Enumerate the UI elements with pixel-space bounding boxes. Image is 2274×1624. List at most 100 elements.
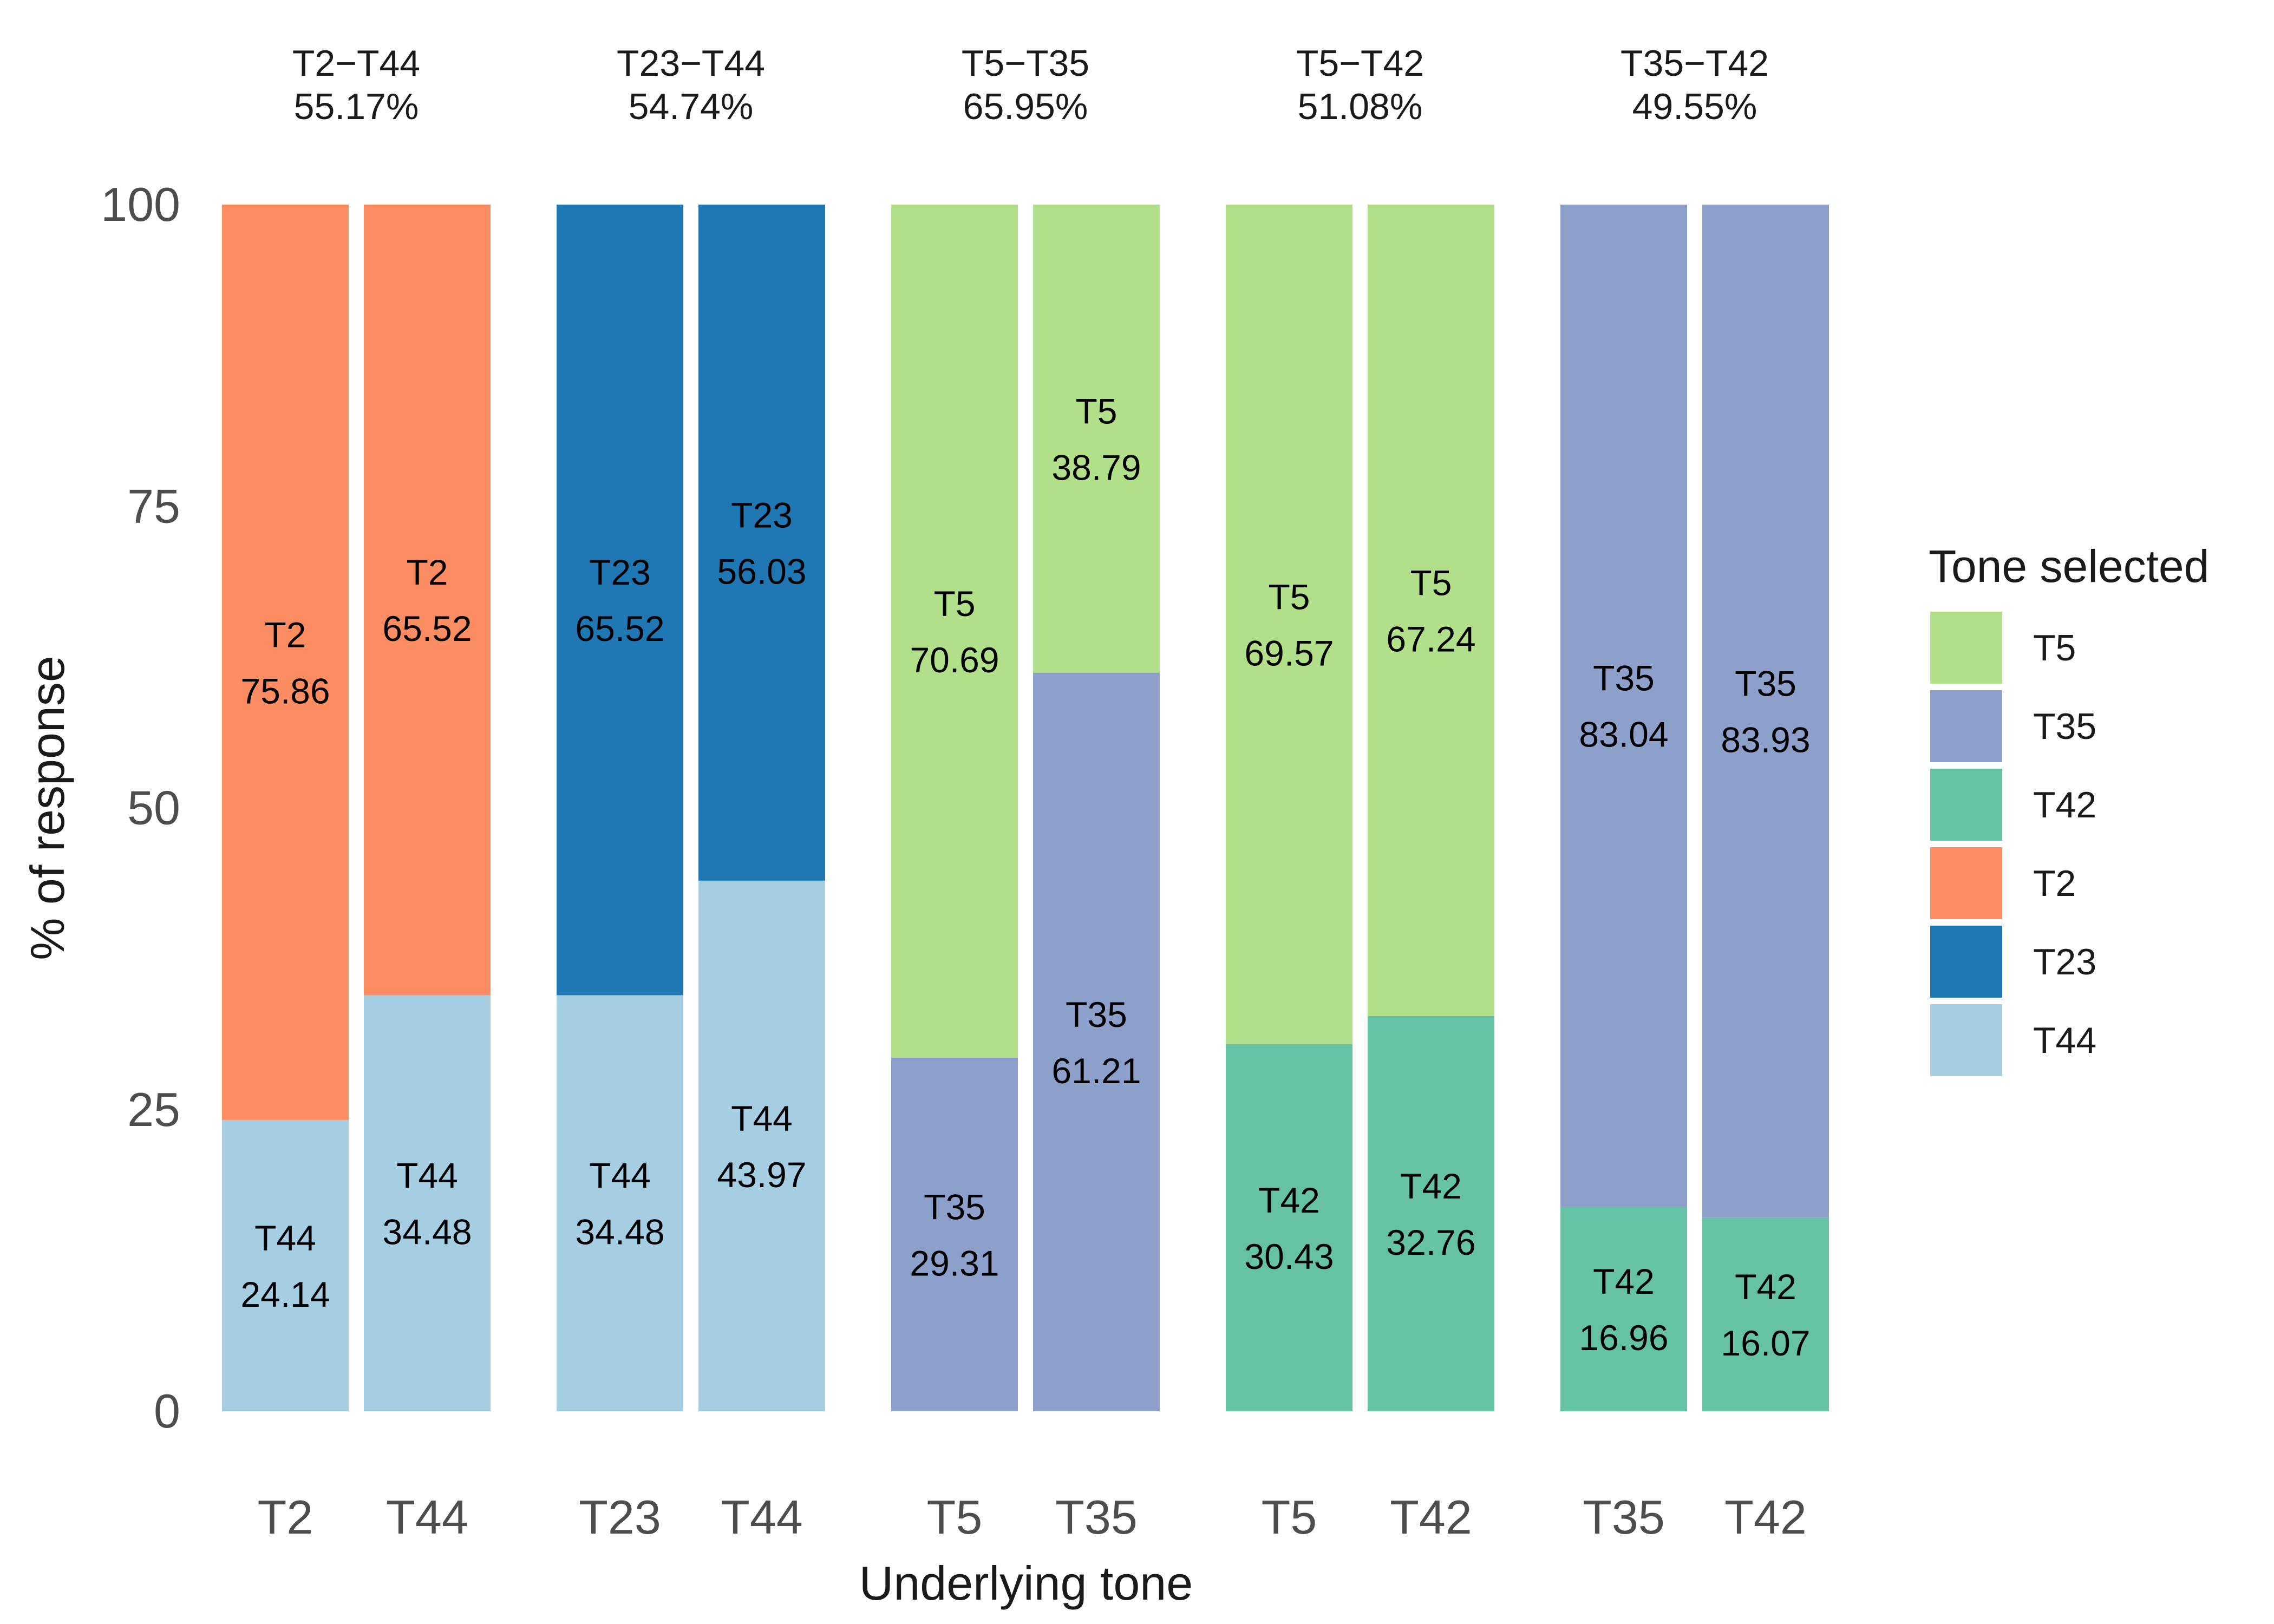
segment-value-label: 65.52 <box>382 608 472 649</box>
segment-tone-label: T42 <box>1400 1166 1462 1206</box>
segment-tone-label: T5 <box>933 584 975 624</box>
legend-key-t5 <box>1930 612 2002 684</box>
segment-value-label: 34.48 <box>575 1212 664 1252</box>
bar-segment-t5 <box>891 205 1018 1058</box>
group-title: T5−T35 <box>962 43 1089 84</box>
bar-segment-t5 <box>1368 205 1494 1016</box>
segment-tone-label: T2 <box>264 614 306 654</box>
bar-segment-t35 <box>891 1057 1018 1411</box>
segment-value-label: 61.21 <box>1051 1051 1141 1091</box>
segment-tone-label: T5 <box>1075 391 1117 431</box>
legend-title: Tone selected <box>1929 541 2209 592</box>
segment-value-label: 29.31 <box>910 1243 999 1283</box>
group-title: T35−T42 <box>1620 43 1769 84</box>
legend: Tone selected T5 T35 T42 T2 T23 T44 <box>1929 541 2209 1076</box>
legend-label: T35 <box>2033 706 2096 747</box>
segment-value-label: 24.14 <box>240 1274 330 1314</box>
legend-key-t44 <box>1930 1004 2002 1076</box>
x-tick-label: T35 <box>1583 1490 1665 1544</box>
legend-key-t2 <box>1930 847 2002 919</box>
group-title: T2−T44 <box>292 43 420 84</box>
legend-label: T5 <box>2033 627 2076 669</box>
segment-tone-label: T44 <box>396 1156 458 1196</box>
y-tick-label: 75 <box>127 479 180 533</box>
group-accuracy: 65.95% <box>963 86 1088 127</box>
segment-tone-label: T35 <box>1066 994 1127 1034</box>
group-accuracy: 51.08% <box>1298 86 1423 127</box>
segment-tone-label: T42 <box>1258 1180 1320 1220</box>
bar-segment-t42 <box>1226 1044 1352 1411</box>
segment-value-label: 30.43 <box>1244 1236 1334 1276</box>
segment-value-label: 38.79 <box>1051 447 1141 487</box>
segment-value-label: 83.04 <box>1579 714 1668 754</box>
segment-value-label: 56.03 <box>717 551 806 591</box>
x-tick-label: T2 <box>258 1490 313 1544</box>
bar-segment-t44 <box>222 1119 349 1411</box>
segment-tone-label: T42 <box>1593 1261 1655 1301</box>
segment-tone-label: T35 <box>1593 658 1655 698</box>
segment-tone-label: T35 <box>924 1187 985 1227</box>
y-tick-label: 0 <box>154 1384 180 1438</box>
bar-segment-t42 <box>1560 1206 1687 1411</box>
y-tick-label: 25 <box>127 1083 180 1136</box>
segment-value-label: 83.93 <box>1721 719 1810 759</box>
x-tick-label: T5 <box>1262 1490 1317 1544</box>
segment-value-label: 34.48 <box>382 1212 472 1252</box>
segment-tone-label: T5 <box>1410 562 1452 603</box>
segment-tone-label: T35 <box>1735 663 1796 703</box>
legend-label: T44 <box>2033 1020 2096 1061</box>
legend-label: T42 <box>2033 784 2096 826</box>
bar-segment-t44 <box>698 880 825 1411</box>
legend-key-t35 <box>1930 690 2002 762</box>
y-tick-label: 50 <box>127 781 180 835</box>
segment-value-label: 65.52 <box>575 608 664 649</box>
bar-segment-t44 <box>557 995 683 1411</box>
bar-segment-t35 <box>1702 205 1829 1217</box>
bar-segment-t35 <box>1033 672 1160 1411</box>
x-tick-label: T42 <box>1724 1490 1807 1544</box>
bar-segment-t42 <box>1368 1016 1494 1411</box>
segment-value-label: 70.69 <box>910 640 999 680</box>
legend-key-t23 <box>1930 926 2002 998</box>
x-tick-label: T35 <box>1055 1490 1138 1544</box>
segment-tone-label: T44 <box>254 1218 316 1258</box>
bar-segment-t2 <box>222 205 349 1120</box>
bar-segment-t23 <box>698 205 825 881</box>
segment-tone-label: T42 <box>1735 1267 1796 1307</box>
segment-value-label: 75.86 <box>240 671 330 711</box>
bar-segment-t23 <box>557 205 683 996</box>
x-tick-label: T42 <box>1390 1490 1472 1544</box>
x-tick-label: T5 <box>927 1490 983 1544</box>
y-axis: 0 25 50 75 100 % of response Underlying tone <box>21 178 1193 1610</box>
group-title: T5−T42 <box>1296 43 1424 84</box>
segment-tone-label: T44 <box>589 1156 651 1196</box>
x-tick-label: T44 <box>386 1490 468 1544</box>
legend-label: T2 <box>2033 863 2076 904</box>
y-tick-label: 100 <box>101 178 180 231</box>
segment-tone-label: T44 <box>731 1098 793 1138</box>
segment-tone-label: T23 <box>589 552 651 592</box>
bar-segment-t42 <box>1702 1217 1829 1411</box>
segment-value-label: 16.07 <box>1721 1323 1810 1363</box>
segment-value-label: 32.76 <box>1386 1222 1475 1262</box>
bar-segment-t2 <box>364 205 491 996</box>
group-accuracy: 55.17% <box>294 86 419 127</box>
y-axis-title: % of response <box>21 656 74 960</box>
segment-value-label: 69.57 <box>1244 633 1334 673</box>
group-accuracy: 54.74% <box>629 86 754 127</box>
legend-label: T23 <box>2033 941 2096 983</box>
x-tick-label: T23 <box>579 1490 661 1544</box>
x-tick-label: T44 <box>721 1490 803 1544</box>
segment-tone-label: T5 <box>1268 577 1310 617</box>
group-accuracy: 49.55% <box>1632 86 1757 127</box>
bar-segment-t35 <box>1560 205 1687 1207</box>
bar-segment-t5 <box>1033 205 1160 673</box>
segment-tone-label: T2 <box>406 552 448 592</box>
segment-value-label: 43.97 <box>717 1155 806 1195</box>
group-title: T23−T44 <box>617 43 765 84</box>
segment-value-label: 16.96 <box>1579 1318 1668 1358</box>
bar-segment-t44 <box>364 995 491 1411</box>
segment-tone-label: T23 <box>731 495 793 535</box>
